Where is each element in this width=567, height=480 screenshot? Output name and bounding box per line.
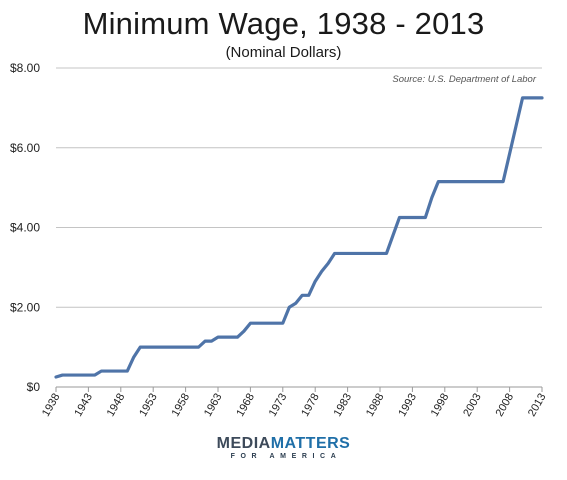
source-note: Source: U.S. Department of Labor: [392, 74, 536, 85]
y-axis-tick-labels: $0 $2.00 $4.00 $6.00 $8.00: [10, 61, 40, 394]
x-axis-tick-labels: 1938 1943 1948 1953 1958 1963 1968 1973 1978 1983…: [40, 387, 549, 419]
y-tick-label: $2.00: [10, 300, 40, 314]
y-tick-label: $0: [27, 380, 41, 394]
minimum-wage-line: [54, 96, 544, 379]
x-tick-label: 1958: [170, 392, 193, 419]
x-tick-label: 1948: [105, 392, 128, 419]
x-tick-label: 1963: [202, 392, 225, 419]
x-tick-label: 1988: [364, 392, 387, 419]
x-tick-label: 1953: [137, 392, 160, 419]
y-tick-label: $6.00: [10, 141, 40, 155]
x-tick-label: 2008: [494, 392, 517, 419]
x-tick-label: 1938: [40, 392, 63, 419]
gridlines: [56, 67, 542, 388]
x-tick-label: 2013: [526, 392, 549, 419]
x-tick-label: 1973: [267, 392, 290, 419]
media-matters-logo: MEDIAMATTERS FOR AMERICA: [0, 436, 567, 461]
logo-tagline: FOR AMERICA: [230, 453, 342, 460]
chart-subtitle: (Nominal Dollars): [225, 44, 342, 61]
y-tick-label: $8.00: [10, 61, 40, 75]
x-tick-label: 1983: [332, 392, 355, 419]
x-tick-label: 1978: [299, 392, 322, 419]
logo-wordmark: MEDIAMATTERS: [216, 435, 351, 452]
x-tick-label: 1998: [429, 392, 452, 419]
chart-title: Minimum Wage, 1938 - 2013: [82, 6, 485, 41]
x-tick-label: 2003: [461, 392, 484, 419]
x-tick-label: 1968: [234, 392, 257, 419]
x-tick-label: 1993: [396, 392, 419, 419]
y-tick-label: $4.00: [10, 221, 40, 235]
x-tick-label: 1943: [72, 392, 95, 419]
